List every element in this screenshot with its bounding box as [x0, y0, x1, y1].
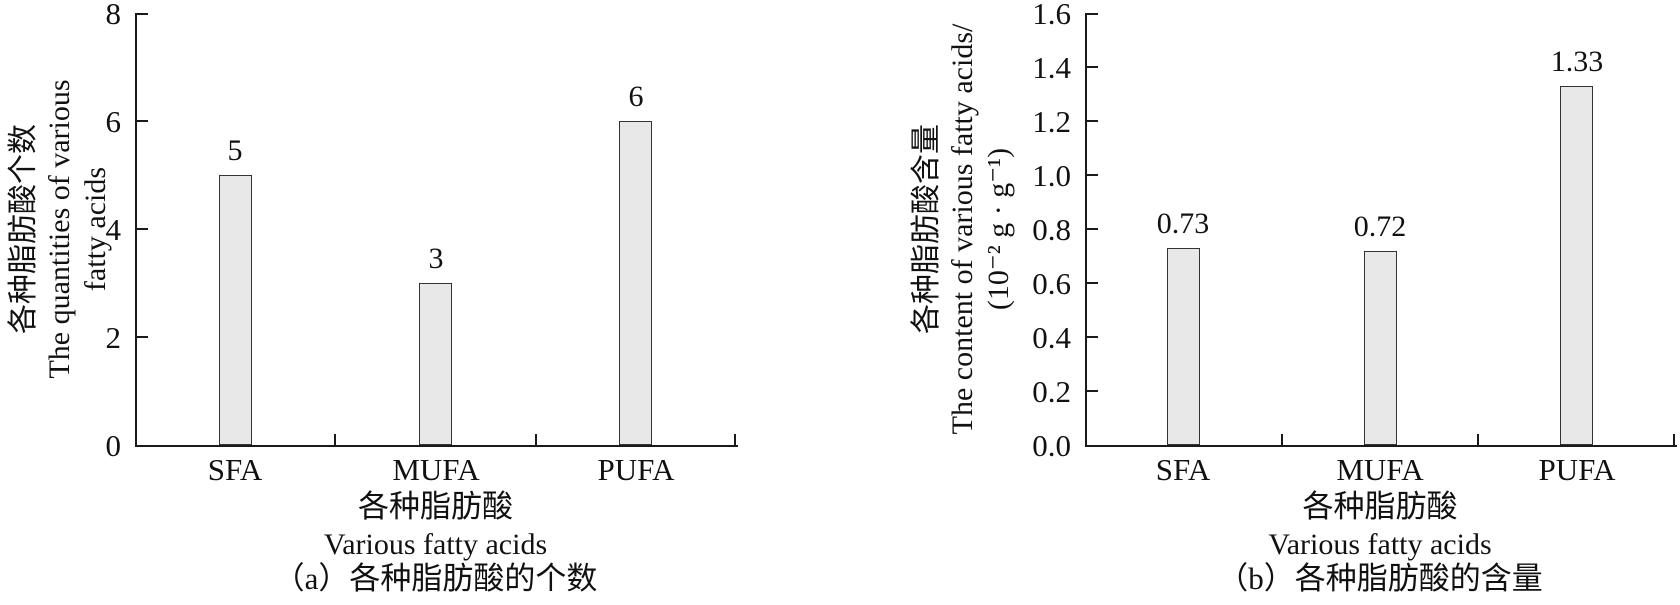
- y-tick: [1087, 228, 1098, 230]
- y-tick: [1087, 66, 1098, 68]
- y-tick-label: 1.6: [1032, 0, 1071, 31]
- y-tick-label: 0.0: [1032, 428, 1071, 463]
- y-tick-label: 6: [105, 104, 122, 139]
- x-tick: [1673, 434, 1675, 445]
- x-axis-label-cn: 各种脂肪酸: [1302, 489, 1458, 524]
- x-tick: [535, 434, 537, 445]
- y-tick: [1087, 120, 1098, 122]
- bar-value-label: 0.73: [1156, 207, 1210, 240]
- category-label: MUFA: [392, 452, 480, 487]
- y-tick: [1087, 282, 1098, 284]
- x-axis-label-cn: 各种脂肪酸: [358, 489, 513, 524]
- category-label: SFA: [1155, 452, 1211, 487]
- y-axis-title-line: The content of various fatty acids/: [946, 23, 979, 435]
- plot-area: [1085, 13, 1677, 447]
- y-tick-label: 0.8: [1032, 212, 1071, 247]
- bar-value-label: 0.72: [1353, 210, 1407, 243]
- y-tick-label: 4: [105, 212, 122, 247]
- bar-value-label: 1.33: [1550, 45, 1604, 78]
- y-axis-title-line: 各种脂肪酸含量: [910, 124, 943, 335]
- bar: [419, 283, 452, 445]
- x-axis-label-en: Various fatty acids: [323, 528, 548, 561]
- category-label: PUFA: [597, 452, 675, 487]
- bar: [1560, 86, 1593, 445]
- y-tick: [137, 228, 148, 230]
- bar: [219, 175, 252, 445]
- y-tick: [137, 336, 148, 338]
- x-tick: [1281, 434, 1283, 445]
- y-tick: [137, 13, 148, 15]
- y-tick-label: 8: [105, 0, 122, 31]
- y-tick-label: 2: [105, 320, 122, 355]
- bar-value-label: 6: [628, 80, 644, 113]
- panel-caption: （a）各种脂肪酸的个数: [273, 561, 598, 596]
- y-tick: [1087, 336, 1098, 338]
- category-label: PUFA: [1538, 452, 1616, 487]
- category-label: SFA: [207, 452, 263, 487]
- panel-caption: （b）各种脂肪酸的含量: [1217, 561, 1543, 596]
- bar-value-label: 3: [428, 242, 444, 275]
- bar: [1364, 251, 1397, 445]
- y-tick-label: 1.0: [1032, 158, 1071, 193]
- x-tick: [734, 434, 736, 445]
- y-tick: [1087, 174, 1098, 176]
- x-tick: [334, 434, 336, 445]
- y-tick-label: 0.4: [1032, 320, 1071, 355]
- y-tick: [137, 120, 148, 122]
- y-tick-label: 0.2: [1032, 374, 1071, 409]
- bar-value-label: 5: [227, 134, 243, 167]
- x-tick: [1477, 434, 1479, 445]
- y-tick-label: 1.2: [1032, 104, 1071, 139]
- y-tick-label: 1.4: [1032, 50, 1071, 85]
- bar: [1167, 248, 1200, 445]
- category-label: MUFA: [1336, 452, 1424, 487]
- x-axis-label-en: Various fatty acids: [1268, 528, 1492, 561]
- y-tick: [1087, 13, 1098, 15]
- y-tick-label: 0.6: [1032, 266, 1071, 301]
- bar: [619, 121, 652, 445]
- plot-area: [135, 13, 738, 447]
- y-tick: [1087, 390, 1098, 392]
- y-tick-label: 0: [105, 428, 122, 463]
